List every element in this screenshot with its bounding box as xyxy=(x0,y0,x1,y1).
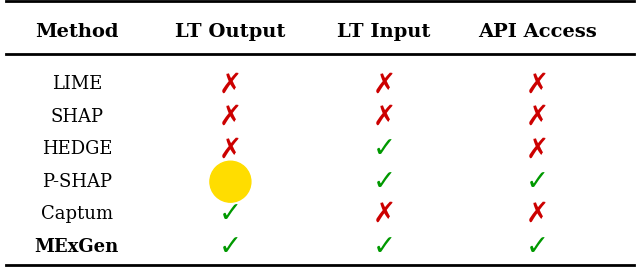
Text: Captum: Captum xyxy=(41,205,113,223)
Text: ✓: ✓ xyxy=(526,168,549,196)
Text: ✗: ✗ xyxy=(372,200,396,228)
Text: ✓: ✓ xyxy=(526,233,549,260)
Text: ✓: ✓ xyxy=(372,168,396,196)
Text: ✓: ✓ xyxy=(372,233,396,260)
Text: Method: Method xyxy=(35,23,118,41)
Text: ✗: ✗ xyxy=(372,103,396,131)
Text: API Access: API Access xyxy=(478,23,597,41)
Text: LT Input: LT Input xyxy=(337,23,431,41)
Ellipse shape xyxy=(210,161,251,202)
Text: ✓: ✓ xyxy=(219,233,242,260)
Text: ✗: ✗ xyxy=(526,200,549,228)
Text: ✓: ✓ xyxy=(219,200,242,228)
Text: SHAP: SHAP xyxy=(51,108,103,126)
Text: MExGen: MExGen xyxy=(35,237,119,256)
Text: ✓: ✓ xyxy=(372,135,396,163)
Text: HEDGE: HEDGE xyxy=(42,140,112,158)
Text: ✗: ✗ xyxy=(372,70,396,98)
Text: ✗: ✗ xyxy=(219,135,242,163)
Text: ✗: ✗ xyxy=(219,103,242,131)
Text: LT Output: LT Output xyxy=(175,23,285,41)
Text: ✗: ✗ xyxy=(526,70,549,98)
Text: ✗: ✗ xyxy=(219,70,242,98)
Text: ✗: ✗ xyxy=(526,135,549,163)
Text: P-SHAP: P-SHAP xyxy=(42,173,112,191)
Text: LIME: LIME xyxy=(52,75,102,94)
Text: ✗: ✗ xyxy=(526,103,549,131)
